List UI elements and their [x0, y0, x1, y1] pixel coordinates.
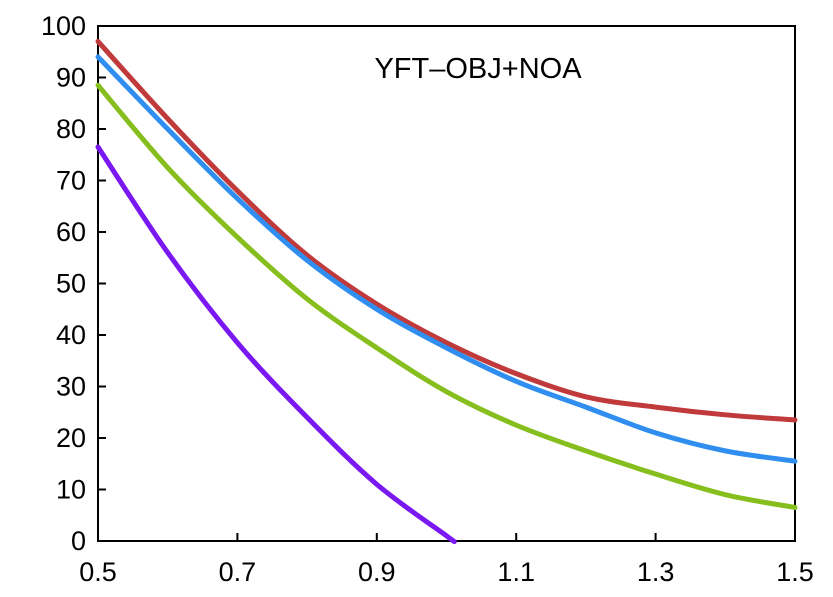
y-tick-label: 30 [56, 372, 86, 402]
x-tick-label: 1.1 [497, 557, 535, 587]
series-line-1 [95, 38, 798, 423]
plot-frame [97, 25, 796, 542]
y-tick-label: 20 [56, 423, 86, 453]
x-tick-label: 0.7 [219, 557, 257, 587]
y-tick-label: 50 [56, 269, 86, 299]
y-tick-label: 40 [56, 320, 86, 350]
x-tick-label: 0.9 [358, 557, 396, 587]
x-tick-label: 1.5 [776, 557, 814, 587]
y-tick-label: 70 [56, 166, 86, 196]
ticks-layer: 0 10 20 30 40 50 60 70 80 90 100 0.5 0.7 0.9 1.1 1.3 1.5 [41, 11, 814, 587]
series-layer [95, 38, 798, 545]
y-tick-label: 60 [56, 217, 86, 247]
y-tick-label: 80 [56, 114, 86, 144]
series-line-4 [95, 144, 457, 545]
series-line-2 [95, 54, 798, 464]
x-tick-label: 1.3 [637, 557, 675, 587]
chart-annotation: YFT–OBJ+NOA [374, 53, 582, 85]
series-line-3 [95, 82, 798, 511]
x-tick-label: 0.5 [79, 557, 117, 587]
y-tick-label: 10 [56, 475, 86, 505]
y-tick-label: 100 [41, 11, 86, 41]
y-tick-label: 0 [71, 526, 86, 556]
y-tick-label: 90 [56, 63, 86, 93]
